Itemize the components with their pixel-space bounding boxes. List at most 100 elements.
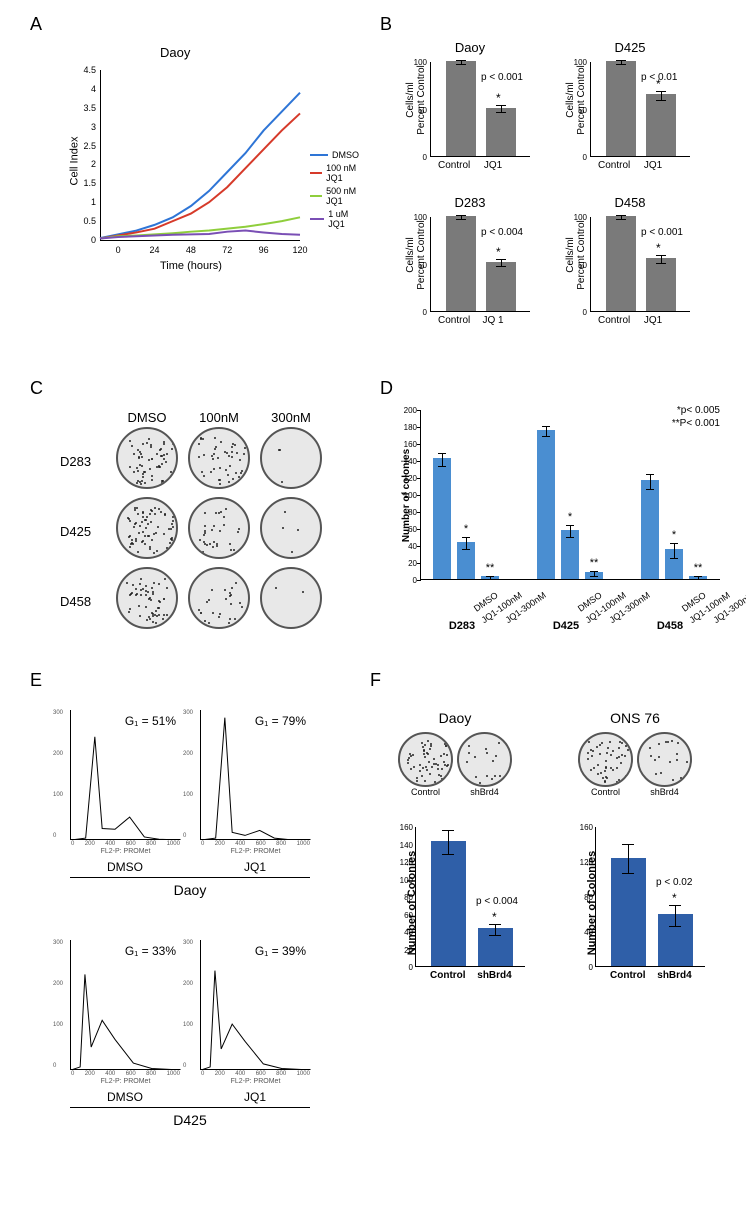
error-bar	[546, 426, 547, 436]
error-cap	[656, 263, 666, 264]
x-label: shBrd4	[477, 970, 512, 981]
y-tick: 60	[392, 525, 417, 534]
error-bar	[442, 453, 443, 467]
facs-axis-label: FL2-P: PROMet	[71, 848, 180, 855]
error-cap	[442, 830, 454, 831]
group-label: D425	[526, 620, 606, 632]
error-bar	[674, 543, 675, 558]
mini-bar-chart: D425Cells/mlPercent Control*p < 0.010501…	[550, 40, 710, 190]
mini-bar-chart: D458Cells/mlPercent Control*p < 0.001050…	[550, 195, 710, 345]
colony-dish	[578, 732, 633, 787]
panel-d-bar-chart: *p< 0.005 **P< 0.001 Number of colonies …	[380, 400, 730, 660]
facs-axis-label: FL2-P: PROMet	[71, 1078, 180, 1085]
p-value: p < 0.004	[481, 227, 523, 238]
sig-star: **	[481, 562, 499, 574]
dish-label: Control	[578, 787, 633, 797]
y-tick: 0	[562, 308, 587, 317]
x-tick-label: 48	[181, 245, 201, 255]
panel-f: DaoyControlshBrd4Number of Colonies*p < …	[370, 700, 730, 1120]
y-tick-mark	[417, 427, 421, 428]
y-tick: 0	[562, 153, 587, 162]
y-tick: 100	[402, 58, 427, 67]
y-tick-label: 4	[66, 84, 96, 94]
error-cap	[496, 112, 506, 113]
x-tick-label: 24	[145, 245, 165, 255]
x-label: Control	[610, 970, 645, 981]
colony-dish	[260, 567, 322, 629]
p-value: p < 0.02	[656, 877, 692, 888]
colony-dish	[260, 427, 322, 489]
error-cap	[486, 576, 494, 577]
error-cap	[694, 576, 702, 577]
legend-item: 500 nM JQ1	[310, 186, 359, 206]
y-tick-mark	[417, 563, 421, 564]
y-tick: 40	[392, 542, 417, 551]
sig-star: *	[656, 241, 661, 255]
x-axis-label: Time (hours)	[160, 260, 222, 272]
facs-axis-label: FL2-P: PROMet	[201, 848, 310, 855]
dish-row: ControlshBrd4	[370, 732, 540, 797]
row-header: D283	[60, 427, 110, 495]
sig-star: **	[689, 562, 707, 574]
chart-area: * p < 0.001	[590, 217, 690, 312]
sub-title: Daoy	[370, 710, 540, 726]
error-bar	[661, 91, 662, 101]
panel-label-c: C	[30, 378, 43, 399]
error-cap	[669, 905, 681, 906]
error-cap	[670, 558, 678, 559]
facs-plot: G₁ = 39%FL2-P: PROMet0200400600800100001…	[200, 940, 310, 1070]
y-tick: 50	[402, 261, 427, 270]
error-cap	[616, 215, 626, 216]
facs-svg	[71, 710, 181, 840]
colony-dish	[398, 732, 453, 787]
y-tick: 140	[388, 841, 413, 850]
x-label: Control	[598, 315, 628, 326]
error-bar	[495, 924, 496, 935]
bar-chart: Number of Colonies*p < 0.0204080120160Co…	[560, 817, 710, 997]
x-label: JQ 1	[478, 315, 508, 326]
error-cap	[590, 576, 598, 577]
y-tick: 0	[402, 308, 427, 317]
facs-plot: G₁ = 79%FL2-P: PROMet0200400600800100001…	[200, 710, 310, 840]
g1-label: G₁ = 51%	[125, 714, 176, 728]
chart-area: *p < 0.004	[430, 217, 530, 312]
panel-b-bar-charts: DaoyCells/mlPercent Control*p < 0.001050…	[390, 40, 720, 350]
error-cap	[438, 453, 446, 454]
y-tick-label: 2.5	[66, 141, 96, 151]
panel-label-a: A	[30, 14, 42, 35]
col-header: 300nM	[256, 400, 326, 425]
g1-label: G₁ = 33%	[125, 944, 176, 958]
panel-label-d: D	[380, 378, 393, 399]
error-cap	[670, 543, 678, 544]
mini-bar-chart: D283Cells/mlPercent Control*p < 0.004050…	[390, 195, 550, 345]
facs-xticks: 02004006008001000	[71, 1071, 180, 1077]
facs-yticks: 0100200300	[53, 710, 63, 839]
y-tick-mark	[417, 546, 421, 547]
p-value: p < 0.001	[641, 227, 683, 238]
facs-condition: DMSO	[70, 860, 180, 874]
cell-line-label: D425	[70, 1112, 310, 1128]
x-label: JQ1	[638, 160, 668, 171]
bar-jq1	[486, 262, 516, 311]
y-tick: 20	[392, 559, 417, 568]
col-header	[60, 400, 110, 425]
y-tick: 100	[562, 58, 587, 67]
y-tick: 100	[392, 491, 417, 500]
y-tick: 40	[568, 928, 593, 937]
error-cap	[456, 60, 466, 61]
f-subpanel: DaoyControlshBrd4Number of Colonies*p < …	[370, 710, 540, 997]
x-label: JQ1	[478, 160, 508, 171]
error-cap	[622, 844, 634, 845]
bar-jq1	[646, 94, 676, 156]
sig-star: **	[585, 557, 603, 569]
sig-star: *	[457, 523, 475, 535]
y-tick-label: 0	[66, 235, 96, 245]
sig-star: *	[665, 529, 683, 541]
dish-label: Control	[398, 787, 453, 797]
chart-area: *p < 0.02	[595, 827, 705, 967]
facs-xticks: 02004006008001000	[71, 841, 180, 847]
facs-svg	[201, 710, 311, 840]
x-label: Control	[430, 970, 465, 981]
mini-bar-chart: DaoyCells/mlPercent Control*p < 0.001050…	[390, 40, 550, 190]
error-bar	[650, 474, 651, 489]
